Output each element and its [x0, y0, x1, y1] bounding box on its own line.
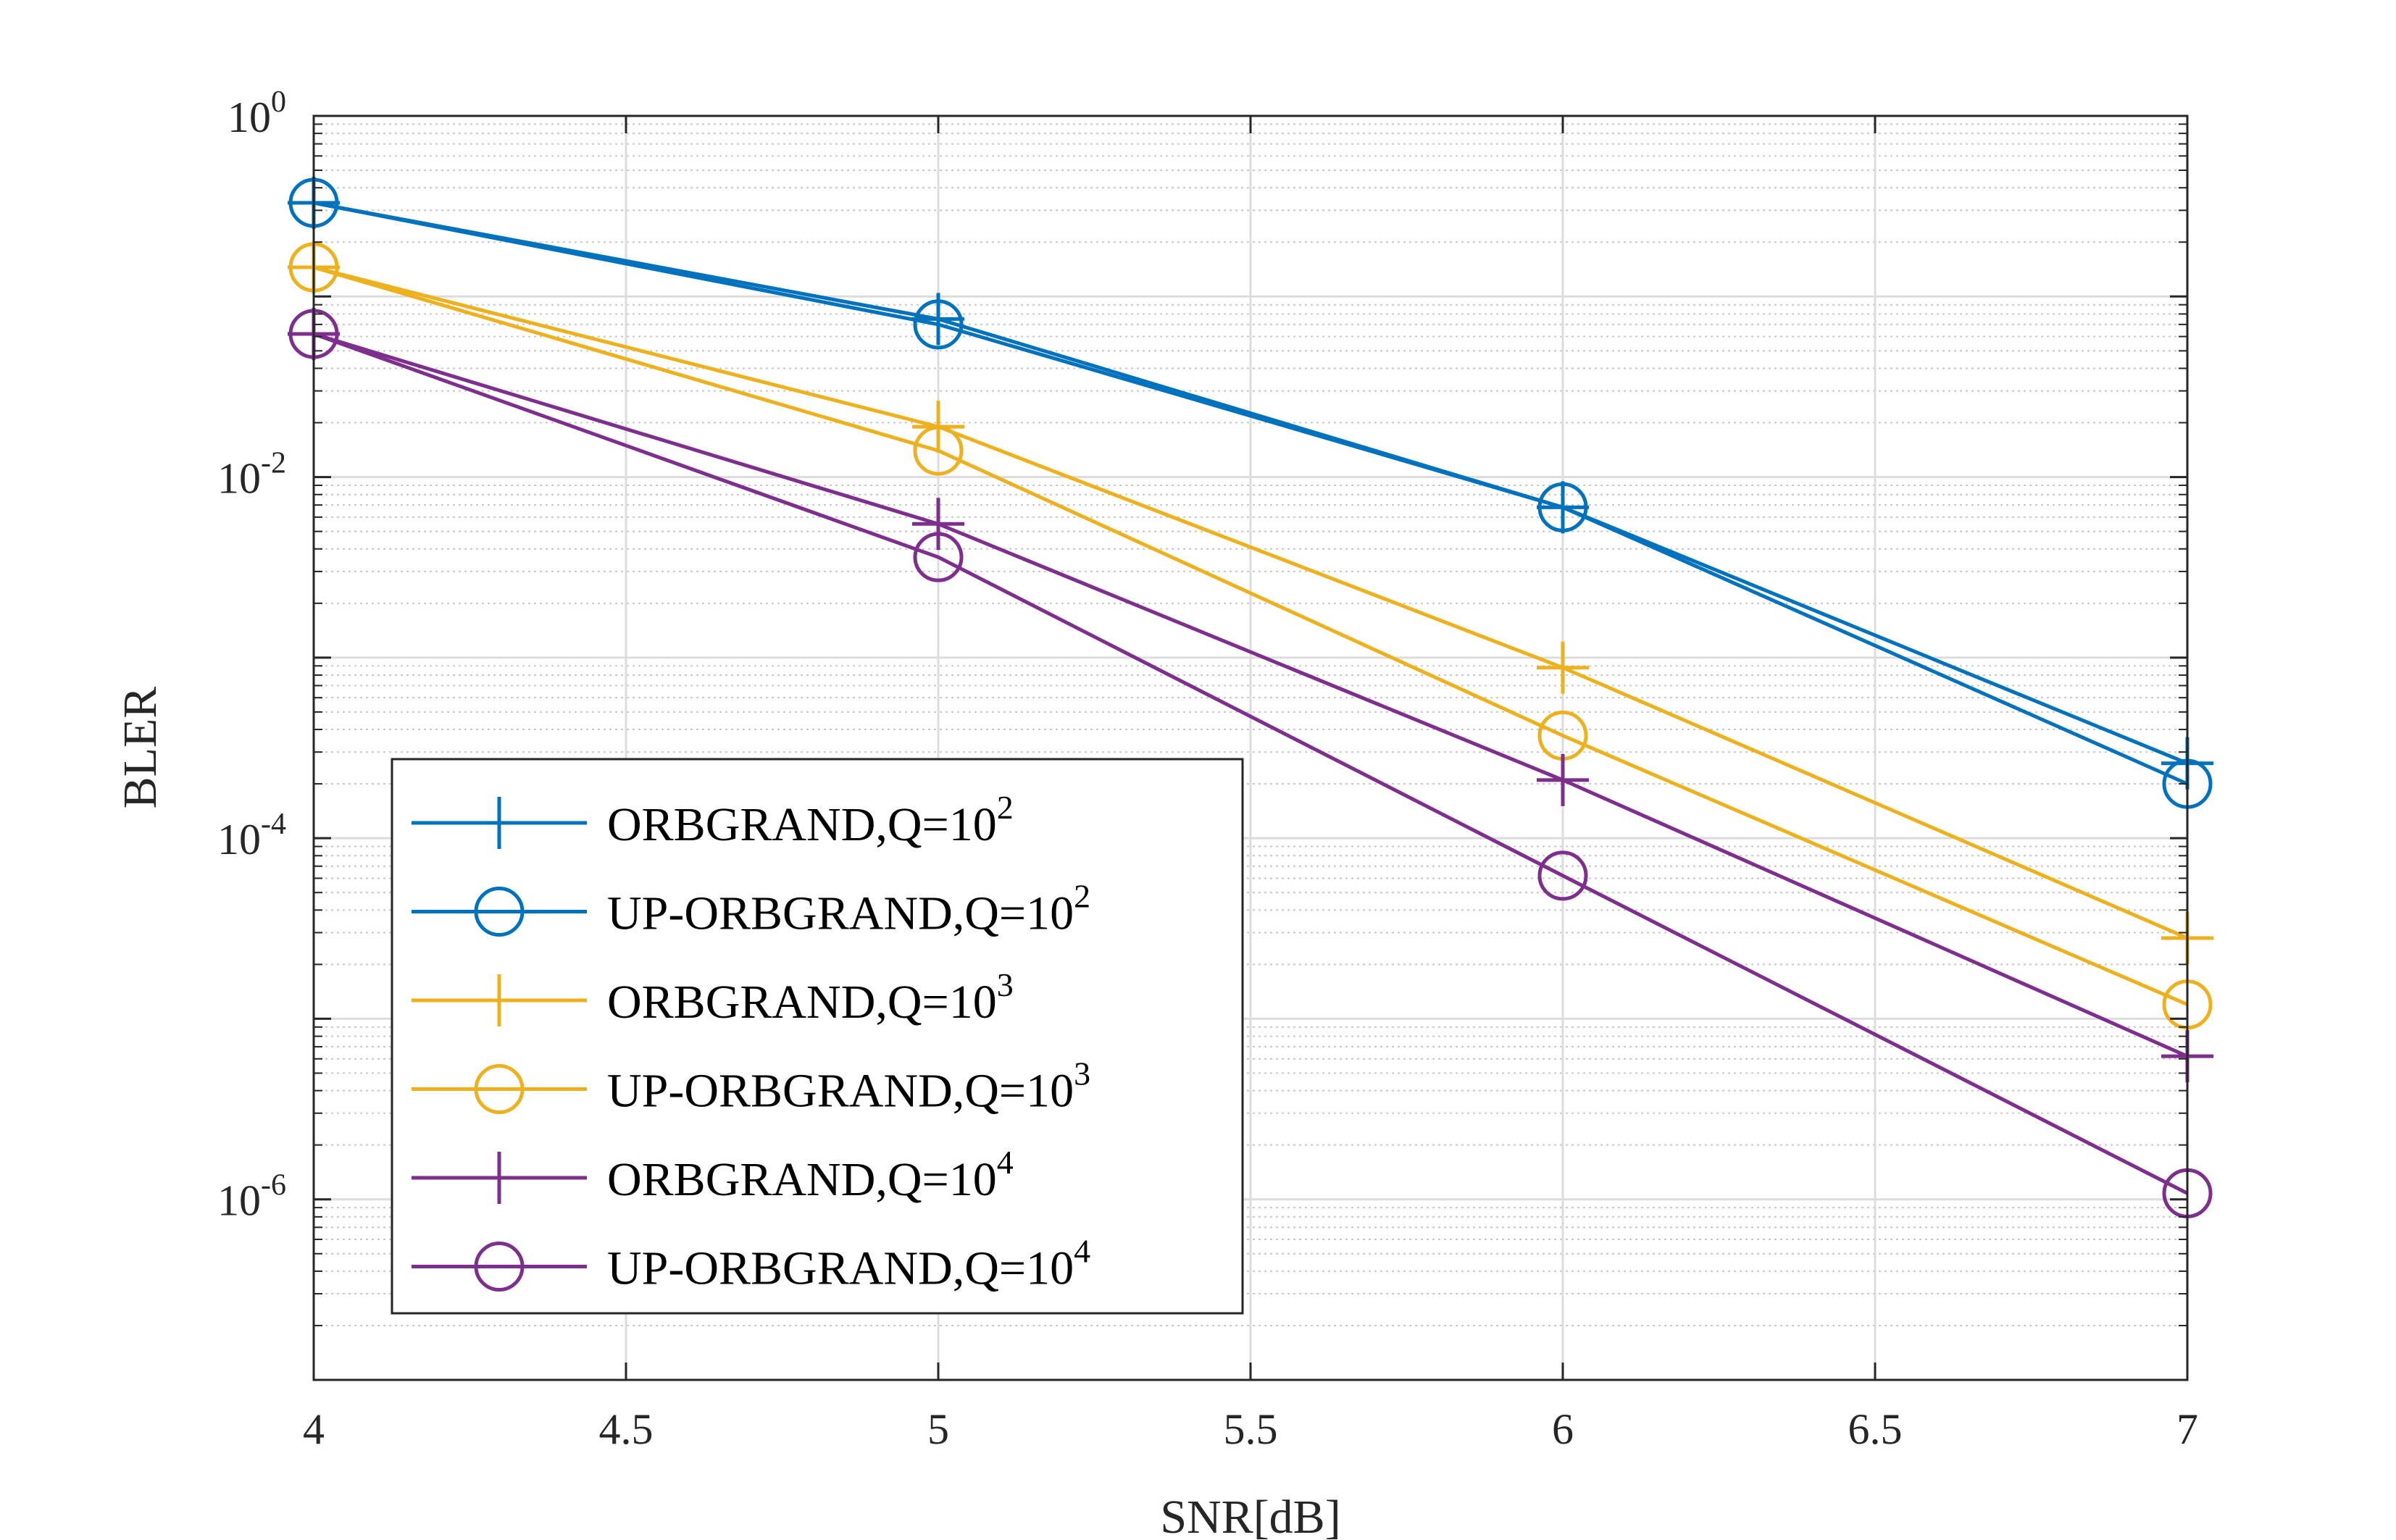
y-axis-label: BLER	[114, 687, 167, 809]
circle-marker	[474, 1242, 525, 1292]
x-tick-label: 7	[2176, 1405, 2198, 1453]
series-line	[313, 265, 2188, 1006]
legend: ORBGRAND,Q=102 UP-ORBGRAND,Q=102 ORBGRAND,…	[391, 758, 1244, 1315]
series-6	[288, 309, 2213, 1218]
circle-marker	[913, 532, 964, 582]
x-tick-labels: 4 4.5 5 5.5 6 6.5 7	[303, 1405, 2198, 1453]
circle-marker	[1537, 482, 1588, 532]
legend-item-1: ORBGRAND,Q=102	[412, 789, 1014, 851]
x-tick-label: 6.5	[1848, 1405, 1903, 1453]
circle-marker	[913, 299, 964, 350]
y-tick-label: 10-4	[217, 808, 286, 863]
legend-label: ORBGRAND,Q=104	[607, 1144, 1014, 1206]
plus-marker	[473, 797, 525, 849]
data-series	[288, 177, 2213, 1218]
series-line	[313, 201, 2189, 786]
legend-item-6: UP-ORBGRAND,Q=104	[412, 1233, 1090, 1295]
series-line	[313, 201, 2188, 766]
x-tick-label: 5	[927, 1405, 949, 1453]
plus-marker	[473, 1152, 525, 1204]
legend-label: ORBGRAND,Q=102	[607, 789, 1014, 851]
y-tick-label: 10-2	[217, 447, 286, 503]
circle-marker	[474, 887, 525, 937]
x-tick-label: 5.5	[1224, 1405, 1278, 1453]
series-line	[313, 332, 2189, 1195]
legend-item-4: UP-ORBGRAND,Q=103	[412, 1055, 1090, 1118]
circle-marker	[1537, 850, 1588, 901]
plus-marker	[1537, 641, 1589, 694]
x-tick-label: 6	[1552, 1405, 1574, 1453]
circle-marker	[913, 425, 964, 476]
legend-item-3: ORBGRAND,Q=103	[412, 966, 1014, 1029]
plus-marker	[473, 974, 525, 1026]
legend-item-2: UP-ORBGRAND,Q=102	[412, 878, 1090, 940]
x-axis-label: SNR[dB]	[1160, 1491, 1340, 1540]
legend-label: ORBGRAND,Q=103	[607, 966, 1014, 1029]
plus-marker	[912, 498, 964, 551]
x-tick-label: 4	[303, 1405, 325, 1453]
legend-item-5: ORBGRAND,Q=104	[412, 1144, 1014, 1206]
series-line	[313, 332, 2189, 1058]
legend-label: UP-ORBGRAND,Q=102	[607, 878, 1090, 940]
series-line	[313, 265, 2188, 940]
circle-marker	[474, 1064, 525, 1114]
legend-box	[391, 758, 1244, 1315]
legend-label: UP-ORBGRAND,Q=104	[607, 1233, 1090, 1295]
plus-marker	[1537, 753, 1589, 806]
x-tick-label: 4.5	[599, 1405, 654, 1453]
axis-ticks	[312, 114, 2189, 1381]
legend-label: UP-ORBGRAND,Q=103	[607, 1055, 1090, 1118]
